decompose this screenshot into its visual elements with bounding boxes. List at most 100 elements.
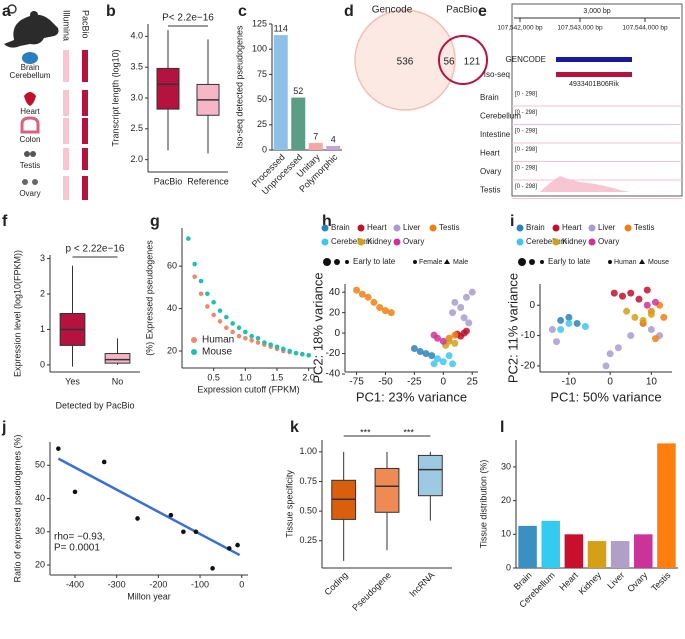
coord-label: 107,542,000 bp — [497, 25, 543, 32]
shape-legend-label: Male — [453, 259, 468, 266]
y-tick-label: 40 — [35, 493, 45, 503]
y-tick-label: 25 — [257, 119, 267, 129]
value-label: 114 — [274, 23, 288, 33]
illumina-bar — [63, 118, 69, 144]
legend-marker — [321, 238, 329, 246]
legend-label: Human — [202, 335, 234, 346]
testis-coverage — [540, 176, 630, 192]
point — [217, 308, 223, 314]
point — [647, 310, 655, 318]
y-axis-label: Ratio of expressed pseudogenes (%) — [12, 434, 22, 582]
point — [460, 314, 468, 322]
legend-label: Ovary — [598, 237, 619, 246]
point — [557, 326, 565, 334]
point — [192, 261, 197, 267]
point — [226, 546, 232, 551]
pacbio-bar — [82, 148, 88, 170]
point — [235, 542, 240, 548]
size-legend-label: Early to late — [353, 257, 396, 266]
size-legend-marker — [323, 258, 331, 266]
legend-label: Kidney — [367, 237, 391, 246]
bar — [634, 534, 653, 568]
size-legend-marker — [518, 258, 526, 266]
y-axis-label: Tissue specificity — [284, 470, 294, 538]
point — [243, 336, 248, 341]
point — [606, 350, 614, 358]
x-axis-label: Expression cutoff (FPKM) — [197, 384, 299, 394]
shape-legend-marker — [639, 259, 645, 264]
venn-label: PacBio — [446, 5, 478, 16]
point — [255, 336, 261, 341]
point — [610, 289, 618, 297]
panel-label: a — [2, 3, 11, 20]
legend-marker — [393, 224, 401, 232]
ovary-icon — [22, 179, 28, 185]
point — [205, 291, 210, 297]
panel-label: j — [1, 419, 6, 436]
track-name: Ovary — [480, 167, 501, 176]
tissue-label: Cerebellum — [10, 71, 51, 80]
point — [243, 329, 248, 335]
y-tick-label: 10 — [501, 529, 511, 539]
x-tick-label: -50 — [378, 377, 393, 388]
x-tick-label: PacBio — [154, 176, 183, 186]
y-tick-label: 20 — [167, 345, 177, 355]
point — [358, 290, 366, 298]
legend-label: Heart — [367, 223, 387, 232]
point — [643, 286, 651, 294]
y-tick-label: 0 — [506, 562, 511, 572]
point — [205, 304, 210, 309]
bar — [610, 541, 630, 568]
size-legend-marker — [345, 260, 349, 264]
bar — [657, 443, 676, 568]
y-tick-label: 1 — [40, 324, 45, 334]
venn-count: 121 — [464, 57, 481, 68]
gene-name: 4933401B06Rik — [569, 81, 619, 88]
point — [635, 295, 643, 303]
point — [364, 293, 372, 301]
track-name: GENCODE — [506, 55, 546, 64]
y-tick-label: 30 — [501, 461, 511, 471]
track-name: Heart — [480, 149, 500, 158]
bar — [308, 142, 323, 150]
point — [652, 335, 659, 343]
x-tick-label: Liver — [605, 570, 626, 591]
point — [224, 314, 229, 320]
y-tick-label: 100 — [252, 44, 267, 54]
browser-frame — [511, 3, 683, 197]
track-name: Intestine — [480, 130, 511, 139]
point — [451, 298, 459, 306]
y-tick-label: 50 — [35, 460, 45, 470]
y-axis-label: Tissue distribution (%) — [478, 460, 488, 549]
y-tick-label: 0.50 — [299, 505, 317, 515]
x-tick-label: Pseudogene — [350, 570, 393, 613]
legend-marker — [552, 238, 560, 246]
tissue-label: Testis — [20, 161, 40, 170]
point — [293, 350, 299, 356]
track-range: [0 - 298] — [515, 147, 537, 153]
legend-marker — [357, 224, 365, 232]
point — [565, 313, 573, 321]
legend-label: Testis — [634, 223, 654, 232]
panel-label: e — [478, 3, 487, 20]
shape-legend-marker — [413, 260, 417, 264]
tissue-label: Brain — [21, 63, 40, 72]
point — [548, 326, 556, 334]
x-tick-label: 1.5 — [271, 372, 284, 382]
x-axis-label: Millon year — [127, 591, 171, 601]
point — [211, 299, 216, 305]
y-tick-label: 2.5 — [130, 123, 143, 133]
point — [300, 351, 305, 357]
fit-line — [57, 457, 241, 557]
testis-icon — [30, 151, 36, 157]
y-tick-label: 2.0 — [130, 154, 143, 164]
legend-marker — [321, 224, 329, 232]
ovary-icon — [32, 179, 38, 185]
size-legend-marker — [540, 260, 544, 264]
y-tick-label: 3 — [40, 253, 45, 263]
point — [660, 313, 668, 321]
x-tick-label: -10 — [562, 377, 577, 388]
point — [627, 332, 635, 340]
point — [449, 360, 457, 368]
legend-label: Heart — [562, 223, 582, 232]
